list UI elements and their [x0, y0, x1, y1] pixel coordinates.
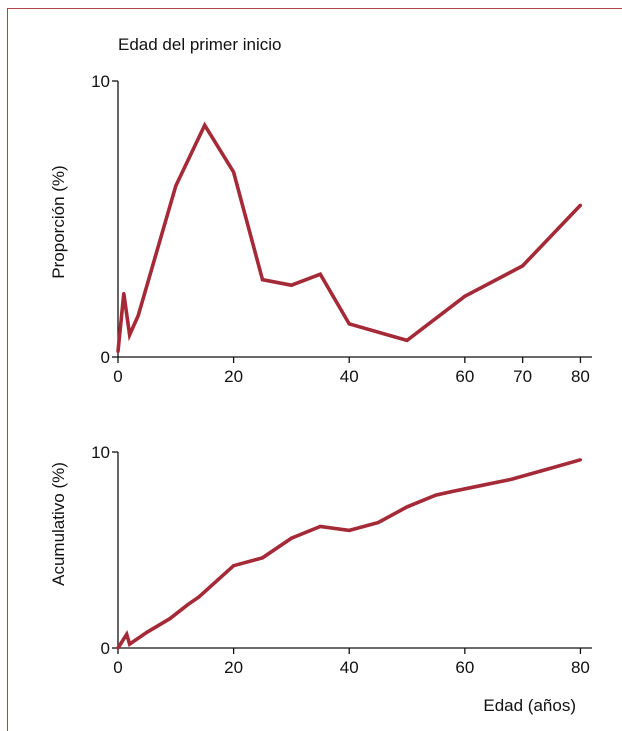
- data-point: [128, 333, 132, 337]
- data-point: [451, 489, 455, 493]
- data-point: [145, 630, 149, 634]
- data-point: [318, 524, 322, 529]
- x-tick-label: 20: [224, 367, 243, 386]
- chart-2-series: [116, 458, 583, 650]
- series-line-1: [116, 458, 581, 649]
- y-tick-label: 0: [101, 348, 110, 367]
- data-point: [174, 184, 178, 188]
- x-tick-label: 0: [113, 658, 122, 677]
- data-point: [185, 603, 189, 607]
- chart-proportion: Edad del primer inicio Proporción (%) 0 1…: [49, 35, 592, 386]
- data-point: [347, 528, 351, 533]
- chart-1-ylabel: Proporción (%): [49, 165, 68, 278]
- chart-1-axes: 0 10 0 20 40 60 70 80: [91, 72, 592, 386]
- data-point: [197, 595, 201, 599]
- data-point: [168, 617, 172, 621]
- chart-2-ylabel: Acumulativo (%): [49, 462, 68, 586]
- data-point: [232, 170, 236, 174]
- data-point: [125, 632, 129, 636]
- figure-frame: [7, 8, 622, 731]
- data-point: [480, 483, 484, 487]
- chart-2-xlabel: Edad (años): [483, 696, 576, 715]
- x-tick-label: 20: [224, 658, 243, 677]
- chart-cumulative: Acumulativo (%) Edad (años) 0 10 0 20 40 60 80: [49, 443, 592, 715]
- data-point: [260, 278, 265, 282]
- data-point: [116, 646, 120, 650]
- x-tick-label: 40: [340, 658, 359, 677]
- chart-2-axes: 0 10 0 20 40 60 80: [91, 443, 592, 677]
- data-point: [463, 294, 467, 298]
- data-point: [405, 505, 409, 509]
- y-tick-label: 10: [91, 443, 110, 462]
- data-point: [136, 314, 140, 318]
- data-point: [318, 272, 322, 276]
- y-tick-label: 10: [91, 72, 110, 91]
- y-tick-label: 0: [101, 639, 110, 658]
- data-point: [232, 564, 236, 568]
- x-tick-label: 0: [113, 367, 122, 386]
- series-line-1: [116, 121, 582, 352]
- x-tick-label: 80: [571, 367, 590, 386]
- data-point: [434, 493, 438, 497]
- x-tick-label: 80: [571, 658, 590, 677]
- data-point: [376, 521, 380, 525]
- data-point: [203, 123, 207, 127]
- data-point: [128, 642, 132, 646]
- x-tick-label: 40: [340, 367, 359, 386]
- data-point: [509, 477, 513, 481]
- chart-1-title: Edad del primer inicio: [118, 35, 281, 54]
- data-point: [289, 536, 293, 540]
- data-point: [260, 556, 265, 560]
- data-point: [544, 468, 548, 472]
- data-point: [122, 291, 126, 296]
- data-point: [116, 349, 120, 354]
- chart-1-series: [116, 121, 583, 354]
- x-tick-label: 60: [455, 658, 474, 677]
- data-point: [405, 338, 409, 342]
- data-point: [347, 322, 351, 326]
- data-point: [289, 283, 293, 287]
- x-tick-label: 60: [455, 367, 474, 386]
- x-tick-label: 70: [513, 367, 532, 386]
- data-point: [521, 264, 525, 268]
- data-point: [578, 203, 583, 207]
- data-point: [578, 458, 583, 462]
